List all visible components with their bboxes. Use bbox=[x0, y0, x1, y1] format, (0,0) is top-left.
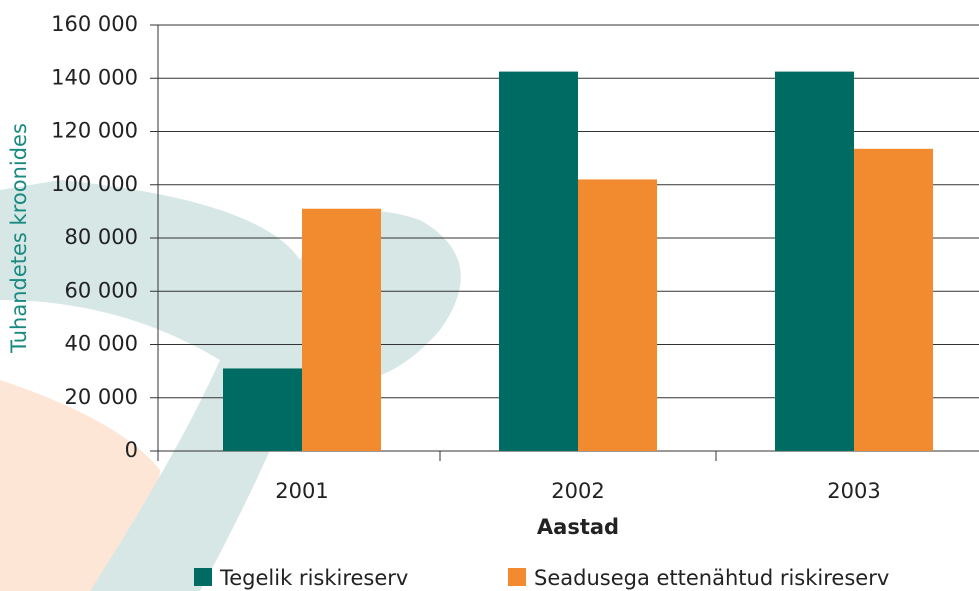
y-tick-label: 80 000 bbox=[65, 225, 138, 249]
y-tick-label: 20 000 bbox=[65, 385, 138, 409]
bar bbox=[854, 148, 933, 451]
y-tick-label: 100 000 bbox=[51, 172, 138, 196]
bar bbox=[775, 71, 854, 451]
x-axis-label: Aastad bbox=[537, 515, 619, 539]
bar bbox=[223, 368, 302, 451]
y-axis-label: Tuhandetes kroonides bbox=[7, 123, 31, 354]
bar bbox=[499, 71, 578, 451]
legend-label: Seadusega ettenähtud riskireserv bbox=[534, 566, 889, 590]
x-tick-label: 2003 bbox=[827, 479, 880, 503]
y-tick-label: 0 bbox=[125, 438, 138, 462]
y-tick-label: 140 000 bbox=[51, 65, 138, 89]
y-tick-label: 40 000 bbox=[65, 332, 138, 356]
y-tick-label: 60 000 bbox=[65, 278, 138, 302]
x-tick-label: 2002 bbox=[551, 479, 604, 503]
legend-swatch bbox=[194, 568, 212, 586]
bar bbox=[578, 179, 657, 452]
bar bbox=[302, 208, 381, 451]
legend-swatch bbox=[508, 568, 526, 586]
legend-label: Tegelik riskireserv bbox=[219, 566, 408, 590]
x-tick-label: 2001 bbox=[275, 479, 328, 503]
y-tick-label: 120 000 bbox=[51, 119, 138, 143]
y-tick-label: 160 000 bbox=[51, 12, 138, 36]
